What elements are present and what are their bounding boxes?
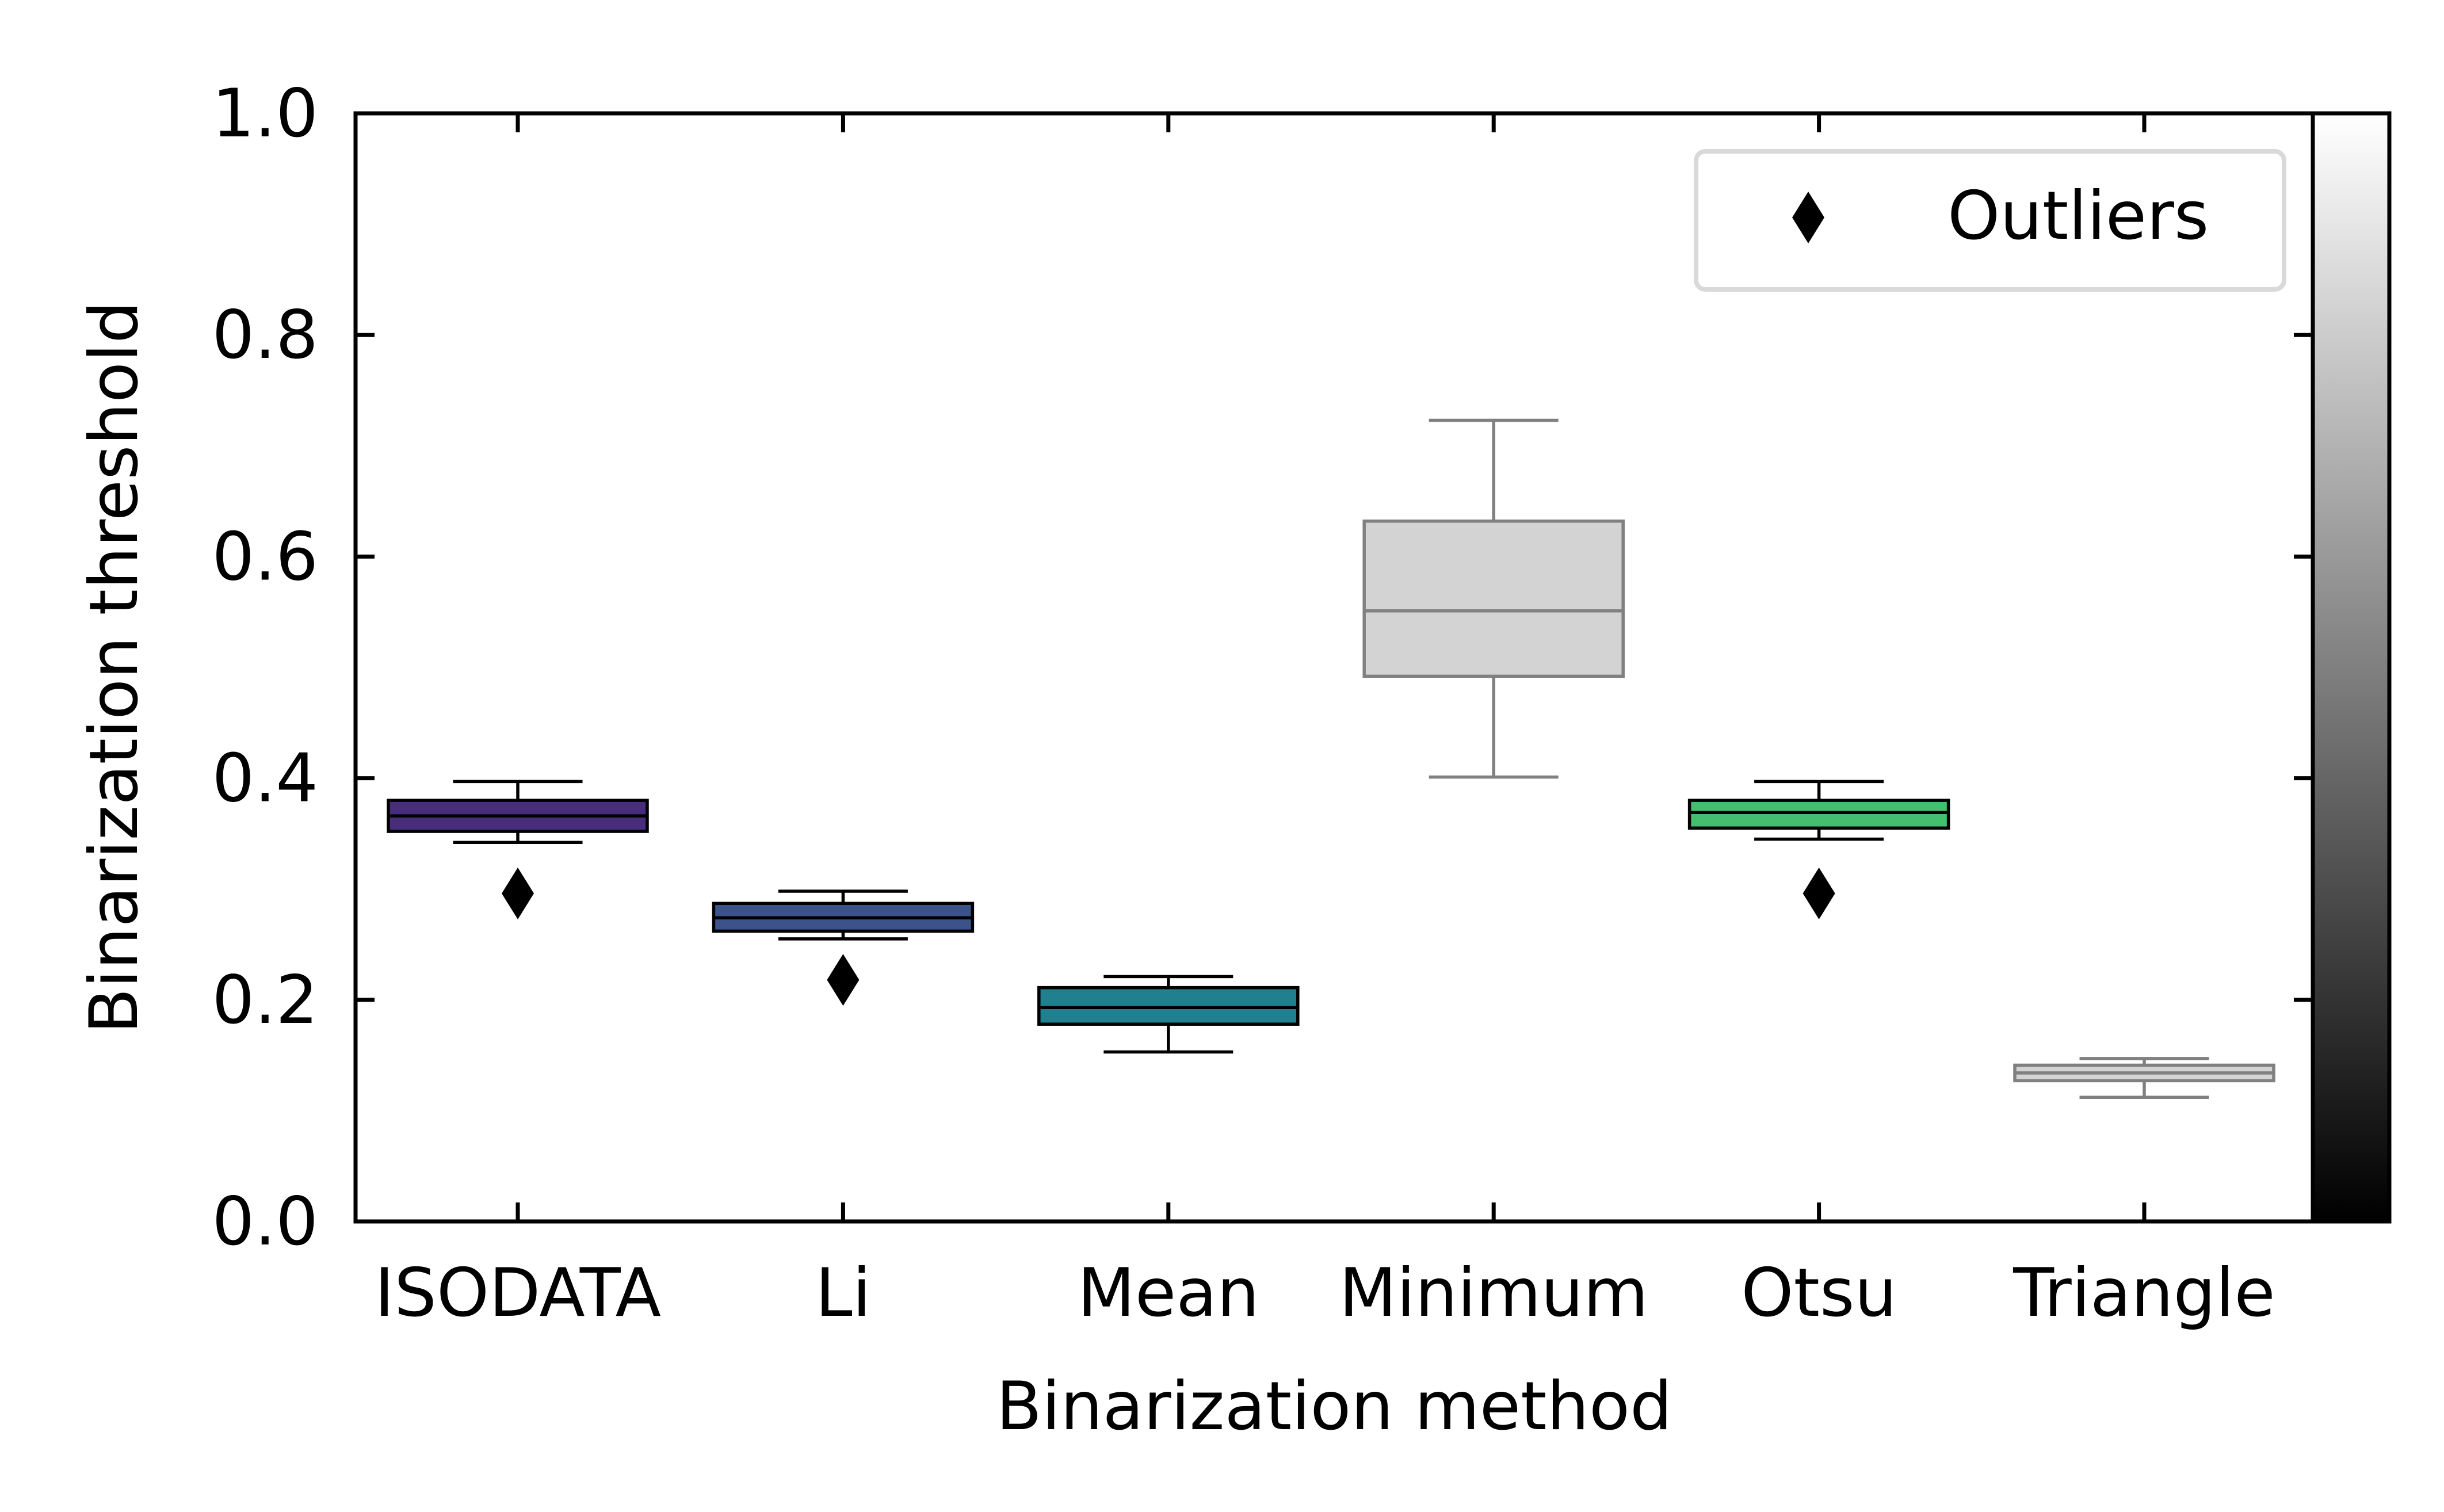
legend: Outliers [1694, 149, 2286, 292]
box-body [1362, 520, 1625, 678]
box-otsu [1687, 780, 1950, 919]
x-tick-label: Mean [1078, 1254, 1259, 1332]
box-body [1687, 799, 1950, 830]
box-mean [1037, 975, 1300, 1054]
outlier-point [1803, 867, 1835, 919]
plot-area [356, 113, 2313, 1221]
y-tick-label: 0.4 [212, 740, 318, 818]
legend-frame [1694, 149, 2286, 292]
x-tick-label: Li [815, 1254, 871, 1332]
x-tick-label: Minimum [1339, 1254, 1648, 1332]
y-tick-label: 0.6 [212, 518, 318, 595]
y-tick-label: 1.0 [212, 75, 318, 152]
colorbar [2311, 111, 2392, 1224]
x-axis-title: Binarization method [996, 1368, 1672, 1445]
y-tick-label: 0.2 [212, 961, 318, 1039]
box-triangle [2013, 1057, 2275, 1099]
x-tick-label: ISODATA [375, 1254, 661, 1332]
box-li [712, 889, 975, 1006]
y-tick-label: 0.8 [212, 296, 318, 374]
y-axis-title: Binarization threshold [75, 301, 153, 1034]
outlier-point [502, 867, 534, 919]
ticks-layer: 0.0 0.2 0.4 0.6 0.8 1.0 ISODATA Li Mean Minimum Ot… [212, 75, 2313, 1332]
outlier-point [827, 954, 860, 1006]
x-tick-label: Otsu [1741, 1254, 1897, 1332]
box-body [1037, 986, 1300, 1026]
box-isodata [387, 780, 649, 919]
boxes-layer [387, 418, 2275, 1099]
x-tick-label: Triangle [2013, 1254, 2275, 1332]
legend-label-outliers: Outliers [1947, 177, 2209, 255]
legend-marker-diamond-icon [1792, 192, 1824, 243]
y-tick-label: 0.0 [212, 1183, 318, 1261]
box-minimum [1362, 418, 1625, 779]
